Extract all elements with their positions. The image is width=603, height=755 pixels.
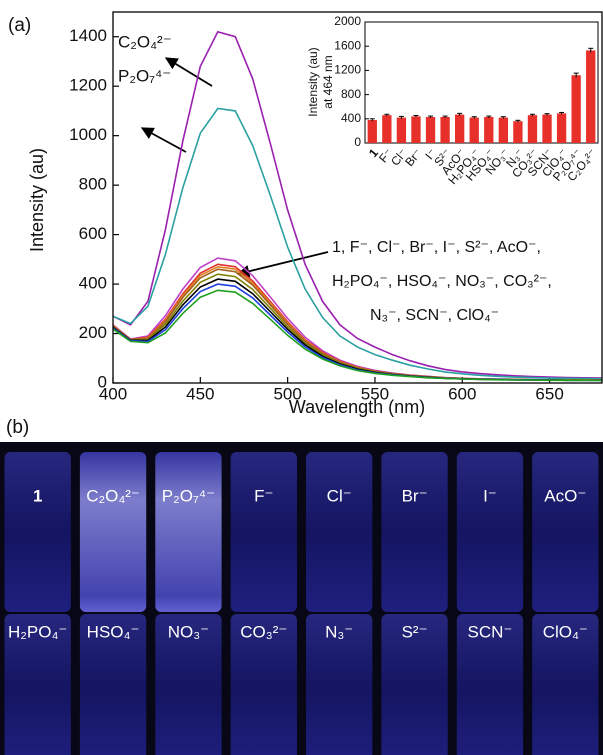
bar [586,50,596,144]
y-tick-label: 1200 [69,76,107,95]
x-tick-label: 550 [361,384,389,403]
x-tick-label: 450 [186,384,214,403]
vial-label: C₂O₄²⁻ [86,486,140,505]
panel-label: (b) [6,417,29,438]
vial-label: H₂PO₄⁻ [8,622,67,641]
line-series [112,289,603,382]
main-plot: 0 200 400 600 800 1000 1200 1400 400 450 500 550 600… [69,11,603,403]
y-tick-label: 400 [341,111,361,125]
panel-label: (a) [8,15,31,36]
bar [425,116,436,143]
vial [532,614,599,755]
bar [527,115,538,143]
bar [469,117,479,143]
vial [456,452,524,612]
arrow [236,251,329,278]
arrow [164,57,213,87]
vial [155,452,222,612]
annotation: C₂O₄²⁻ [118,32,172,51]
vial-label: NO₃⁻ [168,622,209,641]
bar [411,116,421,143]
vial-label: S²⁻ [402,622,428,641]
bar [440,116,450,143]
vial [230,452,297,612]
vial [381,452,448,612]
vial-label: F⁻ [254,486,273,505]
arrow [140,127,187,153]
vial [381,614,448,755]
vial-label: Br⁻ [402,486,428,505]
plot-frame [112,11,603,384]
y-axis-label: Intensity (au) [306,47,320,116]
bar [454,114,465,143]
x-axis-label: Wavelength (nm) [289,397,425,417]
bar [513,121,523,143]
bar [556,113,567,143]
y-tick-label: 1600 [334,38,361,52]
y-tick-label: 800 [79,175,107,194]
line-series [112,107,603,380]
annotation: H₂PO₄⁻, HSO₄⁻, NO₃⁻, CO₃²⁻, [332,273,552,290]
photo-vials: 1 C₂O₄²⁻ P₂O₇⁴⁻ F⁻ Cl⁻ Br⁻ I⁻ AcO⁻ H₂PO₄⁻ HSO₄⁻ NO… [4,452,599,755]
annotation: P₂O₇⁴⁻ [118,66,171,85]
y-tick-label: 2000 [334,14,361,28]
vial [230,614,297,755]
bar [396,117,407,143]
vial-label: 1 [33,486,42,505]
vial-label: Cl⁻ [327,486,352,505]
vial-label: AcO⁻ [544,486,586,505]
x-tick-label: 600 [448,384,476,403]
vial [79,614,147,755]
vial-label: P₂O₇⁴⁻ [162,486,215,505]
vial-label: I⁻ [483,486,497,505]
bar [498,117,509,143]
x-tick-label: 400 [99,384,127,403]
vial [4,452,71,612]
vial [306,452,373,612]
y-tick-label: 400 [79,274,107,293]
bar [484,116,494,143]
line-series [112,30,603,379]
bar [367,120,377,143]
y-axis-label: at 464 nm [321,55,335,108]
y-tick-label: 600 [79,224,107,243]
vial [532,452,599,612]
y-tick-label: 1200 [334,63,361,77]
y-tick-label: 1000 [69,125,107,144]
vial-label: CO₃²⁻ [240,622,287,641]
bar [382,115,392,143]
vial-label: ClO₄⁻ [543,622,588,641]
vial-label: N₃⁻ [325,622,353,641]
y-tick-label: 0 [354,135,361,149]
vial [4,614,71,755]
y-tick-label: 800 [341,87,361,101]
vial [306,614,373,755]
vial [79,452,147,612]
inset-plot: 0 400 800 1200 1600 2000 Intensity (au) at 464 … [306,14,599,187]
x-tick-label: Br⁻ [402,146,425,169]
vial-label: SCN⁻ [468,622,513,641]
vial [456,614,524,755]
y-tick-label: 200 [79,323,107,342]
y-tick-label: 0 [98,372,107,391]
vial [155,614,222,755]
bar [571,75,581,143]
x-tick-label: 650 [535,384,563,403]
y-tick-label: 1400 [69,26,107,45]
bar [542,114,552,143]
vial-label: HSO₄⁻ [87,622,140,641]
y-axis-label: Intensity (au) [27,148,47,252]
annotation: 1, F⁻, Cl⁻, Br⁻, I⁻, S²⁻, AcO⁻, [332,239,541,256]
annotation: N₃⁻, SCN⁻, ClO₄⁻ [370,307,499,324]
x-tick-label: 500 [273,384,301,403]
